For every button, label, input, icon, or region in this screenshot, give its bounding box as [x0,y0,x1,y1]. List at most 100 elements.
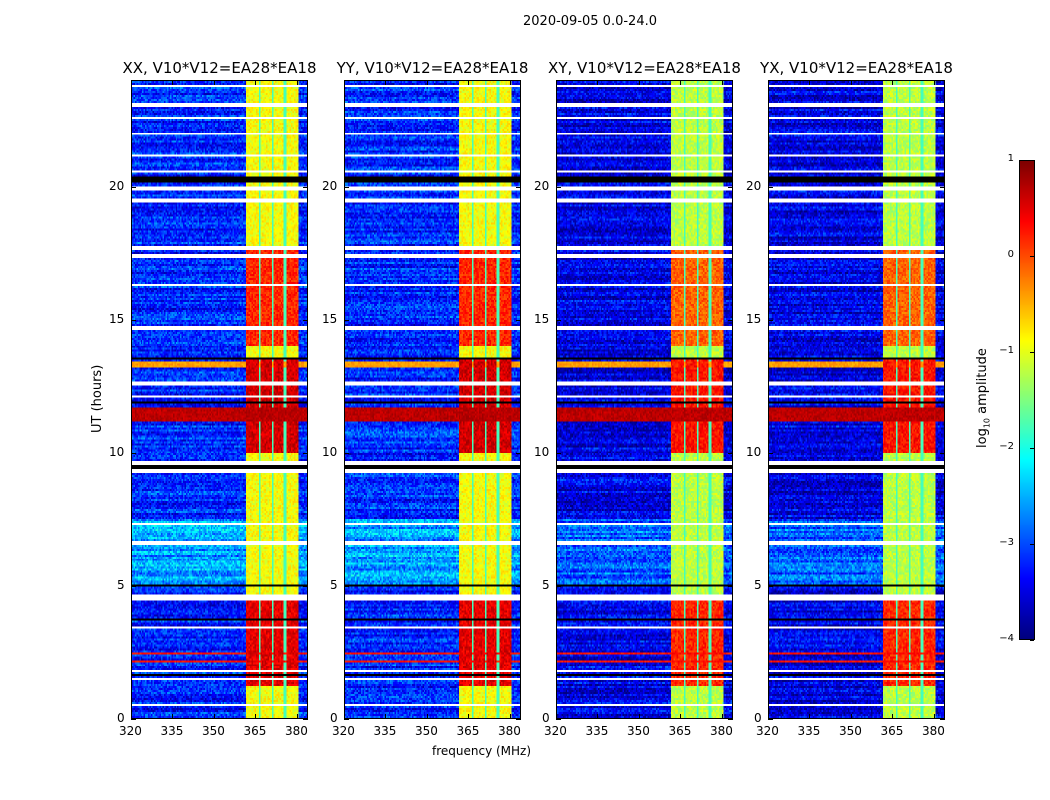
x-tick [933,80,935,85]
x-tick [850,80,852,85]
y-tick [940,585,945,587]
y-tick [303,186,308,188]
y-tick [940,319,945,321]
y-tick [728,585,733,587]
y-tick [728,719,733,720]
x-tick [172,714,174,719]
x-tick [892,714,894,719]
heatmap-cells [557,81,732,718]
x-tick [680,714,682,719]
y-tick [516,452,521,454]
x-tick [850,714,852,719]
y-tick-label: 15 [322,311,338,326]
y-tick [516,319,521,321]
x-tick [344,80,345,85]
heatmap-cells [132,81,307,718]
y-tick-label: 20 [109,178,125,193]
x-tick [385,714,387,719]
x-tick [680,80,682,85]
y-tick-label: 0 [117,711,125,725]
x-tick [768,714,769,719]
y-tick [344,452,349,454]
x-tick [809,714,811,719]
heatmap-cells [345,81,520,718]
y-tick [768,186,773,188]
x-axis-label: frequency (MHz) [432,744,532,758]
y-tick [728,452,733,454]
x-tick [426,714,428,719]
x-tick-label: 350 [626,724,650,738]
x-tick-label: 380 [921,724,945,738]
colorbar-tick [1030,544,1034,545]
y-tick [556,319,561,321]
y-axis-label: UT (hours) [90,364,105,433]
x-tick [721,80,723,85]
y-tick [131,319,136,321]
x-tick [933,714,935,719]
y-tick-label: 20 [746,178,762,193]
y-tick [940,452,945,454]
y-tick-label: 5 [542,577,550,592]
colorbar-tick [1030,160,1034,161]
x-tick [131,714,132,719]
y-tick [556,186,561,188]
y-tick-label: 10 [322,444,338,459]
y-tick-label: 5 [754,577,762,592]
x-tick [426,80,428,85]
y-tick [131,452,136,454]
x-tick [768,80,769,85]
x-tick [296,714,298,719]
y-tick-label: 20 [322,178,338,193]
heatmap-panel [344,80,521,719]
x-tick [597,80,599,85]
x-tick [468,714,470,719]
x-tick [255,714,257,719]
x-tick [468,80,470,85]
x-tick-label: 335 [797,724,821,738]
colorbar-tick-label: −1 [999,345,1014,356]
y-tick-label: 10 [746,444,762,459]
x-tick [638,80,640,85]
colorbar-tick-label: 0 [1007,249,1014,260]
y-tick-label: 10 [109,444,125,459]
y-tick [344,719,349,720]
y-tick [768,585,773,587]
x-tick-label: 365 [880,724,904,738]
colorbar-tick-label: −2 [999,441,1014,452]
x-tick [385,80,387,85]
x-tick [721,714,723,719]
colorbar-tick [1030,352,1034,353]
x-tick-label: 320 [544,724,567,738]
x-tick-label: 335 [160,724,184,738]
y-tick [131,719,136,720]
x-tick-label: 365 [668,724,692,738]
x-tick [509,80,511,85]
panel-title: YX, V10*V12=EA28*EA18 [760,59,953,77]
y-tick [303,719,308,720]
y-tick [516,186,521,188]
y-tick [556,452,561,454]
x-tick [131,80,132,85]
panel-title: YY, V10*V12=EA28*EA18 [336,59,529,77]
x-tick-label: 320 [119,724,142,738]
y-tick-label: 15 [534,311,550,326]
figure-title: 2020-09-05 0.0-24.0 [523,14,657,29]
x-tick-label: 335 [585,724,609,738]
y-tick [940,719,945,720]
x-tick-label: 350 [201,724,225,738]
x-tick-label: 365 [456,724,480,738]
heatmap-cells [769,81,944,718]
y-tick-label: 20 [534,178,550,193]
y-tick [556,719,561,720]
y-tick-label: 5 [117,577,125,592]
colorbar [1019,160,1035,640]
x-tick [809,80,811,85]
x-tick [296,80,298,85]
x-tick-label: 335 [373,724,397,738]
x-tick [638,714,640,719]
y-tick [131,186,136,188]
x-tick-label: 365 [243,724,267,738]
y-tick [516,585,521,587]
colorbar-tick-label: −4 [999,633,1014,644]
